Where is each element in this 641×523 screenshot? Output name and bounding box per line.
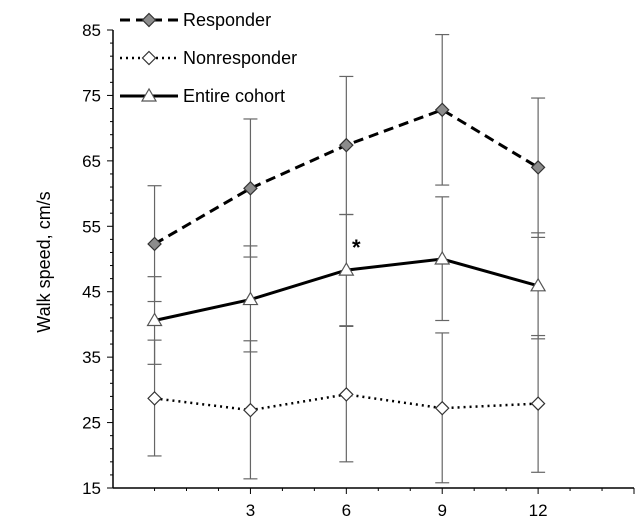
data-point [338, 261, 355, 276]
data-point [243, 180, 258, 196]
data-point [147, 236, 162, 252]
data-point [338, 137, 354, 153]
legend-label: Entire cohort [183, 86, 285, 106]
data-point [146, 312, 163, 327]
y-tick-label: 15 [82, 479, 101, 498]
series-markers [146, 102, 547, 418]
y-tick-label: 55 [82, 217, 101, 236]
legend-marker [140, 87, 158, 102]
annotations: * [352, 235, 361, 260]
data-point [530, 160, 546, 175]
data-point [530, 277, 547, 292]
data-point [434, 400, 450, 416]
legend-marker [141, 12, 157, 28]
x-tick-label: 9 [437, 501, 446, 520]
x-tick-label: 12 [529, 501, 548, 520]
data-point [147, 391, 162, 406]
legend-marker [141, 50, 157, 66]
y-tick-label: 45 [82, 283, 101, 302]
legend: Responder Nonresponder Entire cohort [120, 10, 297, 106]
data-point [338, 387, 354, 402]
legend-label: Responder [183, 10, 271, 30]
x-tick-label: 3 [246, 501, 255, 520]
significance-marker: * [352, 235, 361, 260]
data-point [243, 402, 258, 418]
axes: 15 25 35 45 55 65 75 85 3 6 9 12 [82, 21, 635, 520]
y-tick-label: 65 [82, 152, 101, 171]
x-tick-label: 6 [342, 501, 351, 520]
y-tick-label: 85 [82, 21, 101, 40]
data-point [434, 250, 451, 265]
legend-label: Nonresponder [183, 48, 297, 68]
y-axis-title: Walk speed, cm/s [34, 191, 54, 332]
data-point [434, 102, 450, 118]
data-point [242, 291, 259, 306]
data-point [530, 396, 546, 411]
y-tick-label: 35 [82, 348, 101, 367]
y-tick-label: 25 [82, 414, 101, 433]
y-tick-label: 75 [82, 86, 101, 105]
